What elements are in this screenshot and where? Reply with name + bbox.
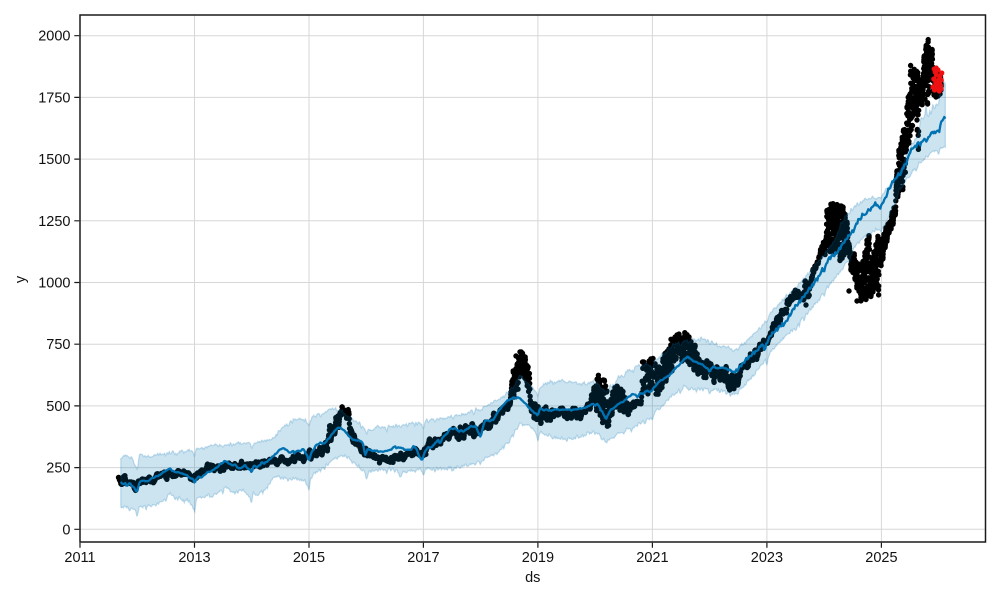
svg-text:2000: 2000 (38, 29, 70, 45)
svg-text:2019: 2019 (522, 550, 554, 566)
svg-text:2015: 2015 (293, 550, 325, 566)
svg-text:750: 750 (46, 337, 70, 353)
svg-text:2025: 2025 (865, 550, 897, 566)
svg-text:500: 500 (46, 399, 70, 415)
svg-text:ds: ds (525, 570, 540, 586)
svg-text:2023: 2023 (751, 550, 783, 566)
svg-text:1500: 1500 (38, 152, 70, 168)
svg-text:0: 0 (62, 522, 70, 538)
svg-text:2017: 2017 (407, 550, 439, 566)
svg-text:2021: 2021 (636, 550, 668, 566)
svg-text:2013: 2013 (178, 550, 210, 566)
svg-text:250: 250 (46, 461, 70, 477)
svg-text:1750: 1750 (38, 90, 70, 106)
svg-text:1250: 1250 (38, 214, 70, 230)
svg-text:1000: 1000 (38, 276, 70, 292)
svg-text:y: y (13, 275, 29, 283)
svg-text:2011: 2011 (64, 550, 95, 566)
